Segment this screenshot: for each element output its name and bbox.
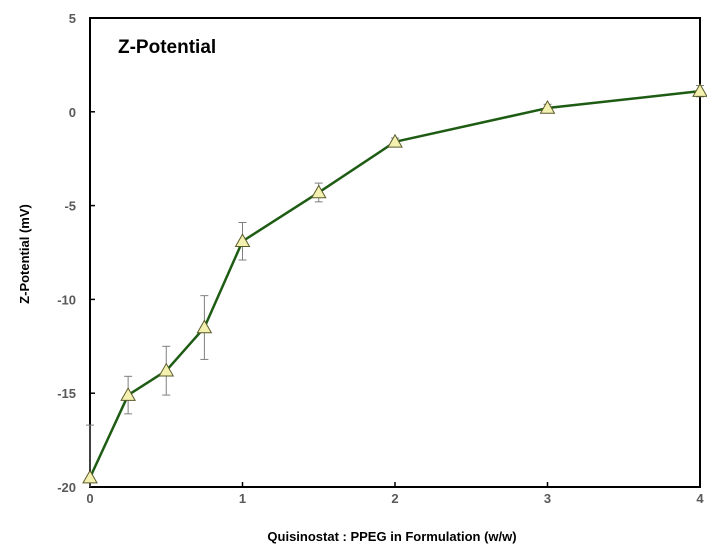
y-tick-label: -20 xyxy=(57,480,76,495)
plot-axes xyxy=(89,17,701,488)
axis-ticks: 0 1 2 3 4 5 0 -5 -10 -15 -20 xyxy=(57,11,704,506)
plot-frame xyxy=(89,17,701,488)
y-tick-label: 5 xyxy=(69,11,76,26)
data-markers xyxy=(82,83,707,484)
chart-title: Z-Potential xyxy=(118,37,216,58)
data-point xyxy=(387,133,403,148)
data-series xyxy=(88,89,701,479)
x-tick-label: 0 xyxy=(86,491,93,506)
series-line xyxy=(88,89,701,479)
y-tick-label: 0 xyxy=(69,105,76,120)
data-point xyxy=(196,319,213,334)
data-point xyxy=(120,387,136,401)
y-tick-label: -10 xyxy=(57,292,76,307)
data-point xyxy=(158,362,175,377)
x-tick-label: 1 xyxy=(239,491,246,506)
y-axis-label: Z-Potential (mV) xyxy=(17,204,32,304)
data-point xyxy=(692,83,707,97)
data-point xyxy=(310,184,327,199)
data-point xyxy=(234,233,251,247)
data-point xyxy=(82,469,98,484)
x-tick-label: 3 xyxy=(544,491,551,506)
data-point xyxy=(539,100,556,114)
x-tick-label: 2 xyxy=(391,491,398,506)
x-tick-label: 4 xyxy=(696,491,704,506)
y-tick-label: -5 xyxy=(64,199,76,214)
y-tick-label: -15 xyxy=(57,386,76,401)
x-axis-label: Quisinostat : PPEG in Formulation (w/w) xyxy=(267,529,516,544)
